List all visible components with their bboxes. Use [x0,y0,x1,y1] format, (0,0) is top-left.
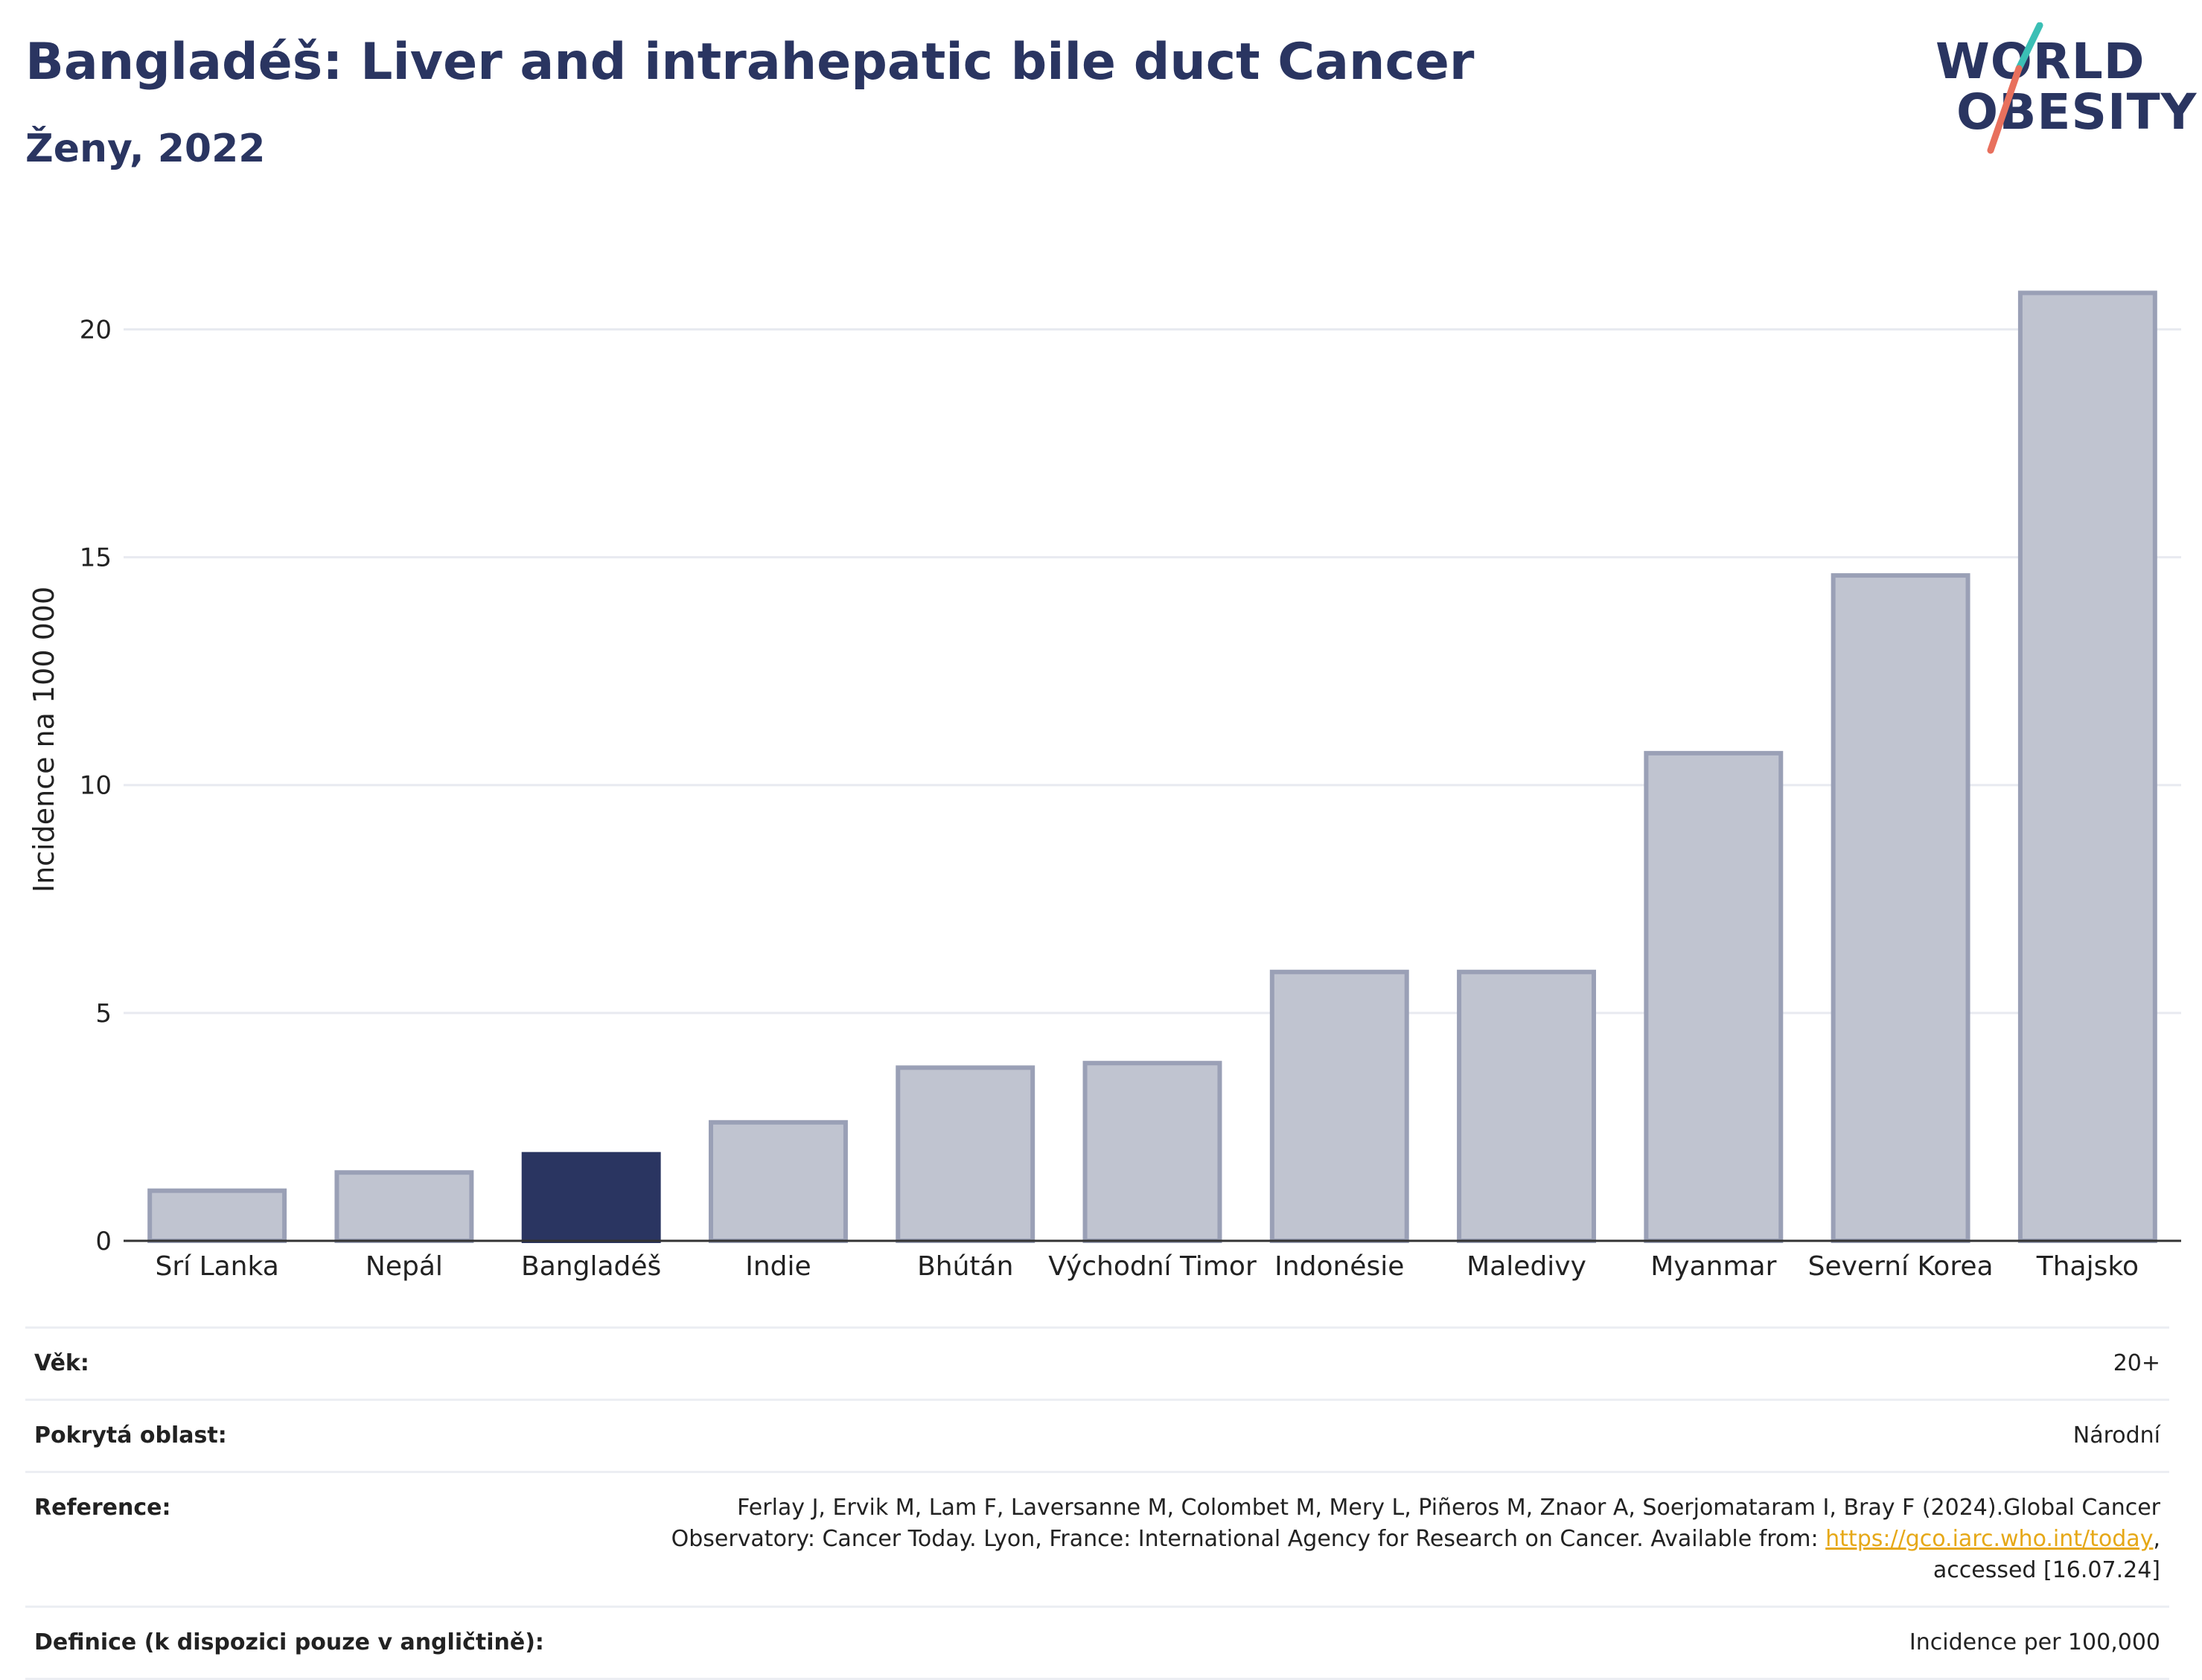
y-tick-label: 20 [80,315,112,345]
x-tick-label: Indie [745,1251,811,1282]
x-tick-label: Indonésie [1274,1251,1404,1282]
reference-label: Reference: [34,1495,171,1521]
bar [896,1065,1035,1243]
bar [334,1170,474,1243]
x-tick-label: Severní Korea [1808,1251,1994,1282]
y-tick-label: 5 [95,999,112,1029]
meta-row-definition: Definice (k dispozici pouze v angličtině… [25,1606,2169,1680]
bar-chart: 0 5 10 15 20 Srí Lanka Nepál Bangladéš Indie Bhút… [28,290,2181,1282]
coverage-label: Pokrytá oblast: [34,1422,227,1449]
reference-link[interactable]: https://gco.iarc.who.int/today [1825,1526,2154,1552]
coverage-value: Národní [2072,1422,2160,1449]
bar [1831,573,1970,1243]
y-tick-label: 10 [80,771,112,801]
bar [1457,969,1597,1243]
bar [1644,750,1784,1243]
x-tick-label: Bangladéš [521,1251,661,1282]
logo-slash-icon [1987,22,2043,154]
age-label: Věk: [34,1350,89,1376]
meta-row-reference: Reference: Ferlay J, Ervik M, Lam F, Lav… [25,1471,2169,1606]
y-tick-label: 15 [80,543,112,573]
reference-text-1: Ferlay J, Ervik M, Lam F, Laversanne M, … [671,1495,2160,1552]
age-value: 20+ [2113,1350,2160,1376]
y-axis-title: Incidence na 100 000 [28,587,60,892]
reference-text-2: , accessed [16.07.24] [1933,1526,2160,1583]
reference-value: Ferlay J, Ervik M, Lam F, Laversanne M, … [597,1492,2160,1586]
x-tick-label: Srí Lanka [155,1251,278,1282]
bar [2017,290,2157,1243]
x-tick-label: Myanmar [1650,1251,1776,1282]
bar [1269,969,1409,1243]
page-title: Bangladéš: Liver and intrahepatic bile d… [25,33,1475,92]
x-tick-label: Nepál [366,1251,443,1282]
page-subtitle: Ženy, 2022 [25,127,266,171]
metadata-table: Věk: 20+ Pokrytá oblast: Národní Referen… [25,1326,2169,1680]
definition-label: Definice (k dispozici pouze v angličtině… [34,1629,544,1655]
bar [708,1120,848,1243]
x-tick-label: Thajsko [2036,1251,2139,1282]
logo-line-1: WORLD [1935,33,2145,90]
x-tick-label: Východní Timor [1048,1251,1257,1282]
definition-value: Incidence per 100,000 [1909,1629,2160,1655]
x-tick-label: Bhútán [917,1251,1013,1282]
meta-row-coverage: Pokrytá oblast: Národní [25,1399,2169,1471]
bar [521,1152,661,1244]
y-tick-label: 0 [95,1227,112,1256]
x-tick-label: Maledivy [1467,1251,1586,1282]
bar [1082,1061,1222,1243]
world-obesity-logo: WORLD OBESITY [1935,22,2196,156]
meta-row-age: Věk: 20+ [25,1326,2169,1399]
bar [147,1188,287,1244]
